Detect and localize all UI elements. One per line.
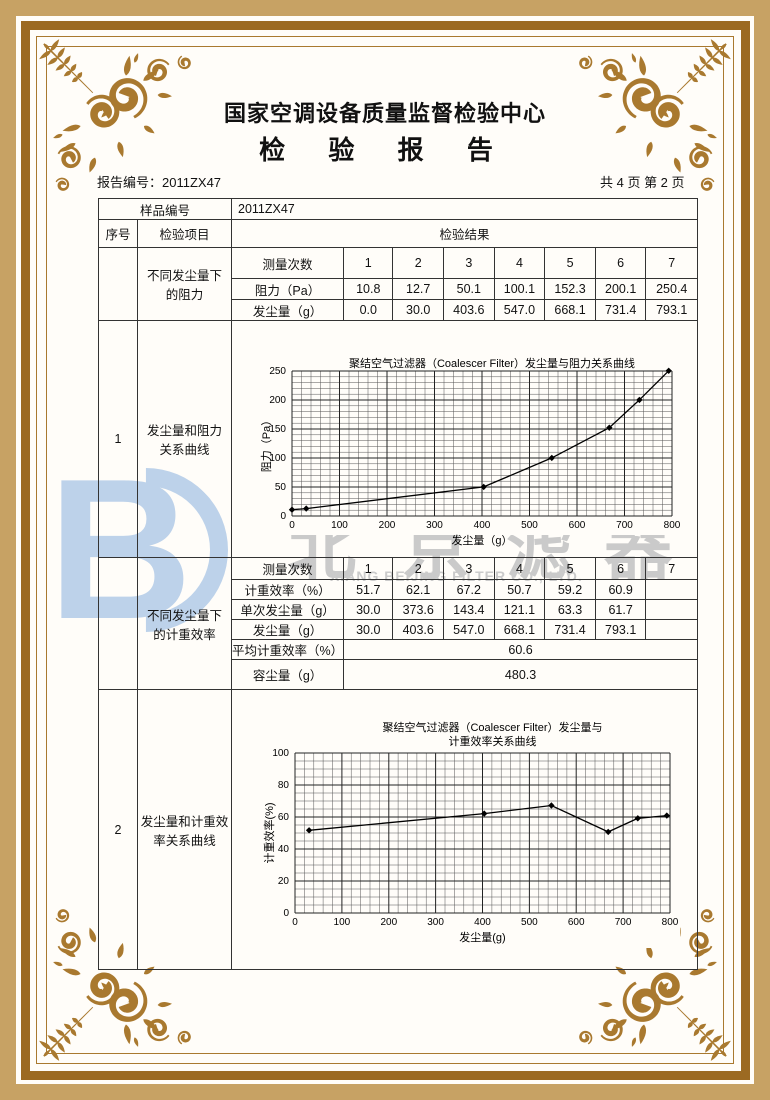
- svg-text:800: 800: [661, 917, 678, 928]
- svg-text:0: 0: [280, 511, 286, 522]
- svg-text:60: 60: [277, 812, 289, 823]
- svg-text:40: 40: [277, 844, 289, 855]
- svg-text:300: 300: [426, 520, 443, 531]
- svg-text:聚结空气过滤器（Coalescer Filter）发尘量与阻: 聚结空气过滤器（Coalescer Filter）发尘量与阻力关系曲线: [348, 356, 634, 370]
- svg-text:计重效率(%): 计重效率(%): [262, 802, 276, 863]
- svg-text:700: 700: [614, 917, 631, 928]
- svg-text:聚结空气过滤器（Coalescer Filter）发尘量与: 聚结空气过滤器（Coalescer Filter）发尘量与: [382, 720, 602, 734]
- svg-text:800: 800: [663, 520, 680, 531]
- svg-text:300: 300: [427, 917, 444, 928]
- svg-text:100: 100: [272, 748, 289, 759]
- svg-text:发尘量(g): 发尘量(g): [459, 930, 505, 944]
- svg-text:250: 250: [269, 366, 286, 377]
- svg-text:600: 600: [568, 520, 585, 531]
- svg-text:计重效率关系曲线: 计重效率关系曲线: [448, 734, 536, 748]
- svg-text:500: 500: [521, 917, 538, 928]
- svg-text:500: 500: [521, 520, 538, 531]
- svg-text:200: 200: [380, 917, 397, 928]
- svg-text:80: 80: [277, 780, 289, 791]
- svg-text:600: 600: [567, 917, 584, 928]
- svg-text:400: 400: [474, 917, 491, 928]
- svg-text:100: 100: [333, 917, 350, 928]
- svg-text:20: 20: [277, 876, 289, 887]
- svg-text:发尘量（g）: 发尘量（g）: [451, 533, 512, 547]
- svg-text:0: 0: [283, 908, 289, 919]
- svg-text:100: 100: [331, 520, 348, 531]
- svg-text:200: 200: [269, 395, 286, 406]
- svg-text:阻力（Pa）: 阻力（Pa）: [260, 415, 273, 472]
- svg-text:200: 200: [378, 520, 395, 531]
- svg-text:50: 50: [274, 482, 286, 493]
- svg-text:400: 400: [473, 520, 490, 531]
- svg-text:0: 0: [289, 520, 295, 531]
- svg-text:700: 700: [616, 520, 633, 531]
- svg-text:0: 0: [292, 917, 298, 928]
